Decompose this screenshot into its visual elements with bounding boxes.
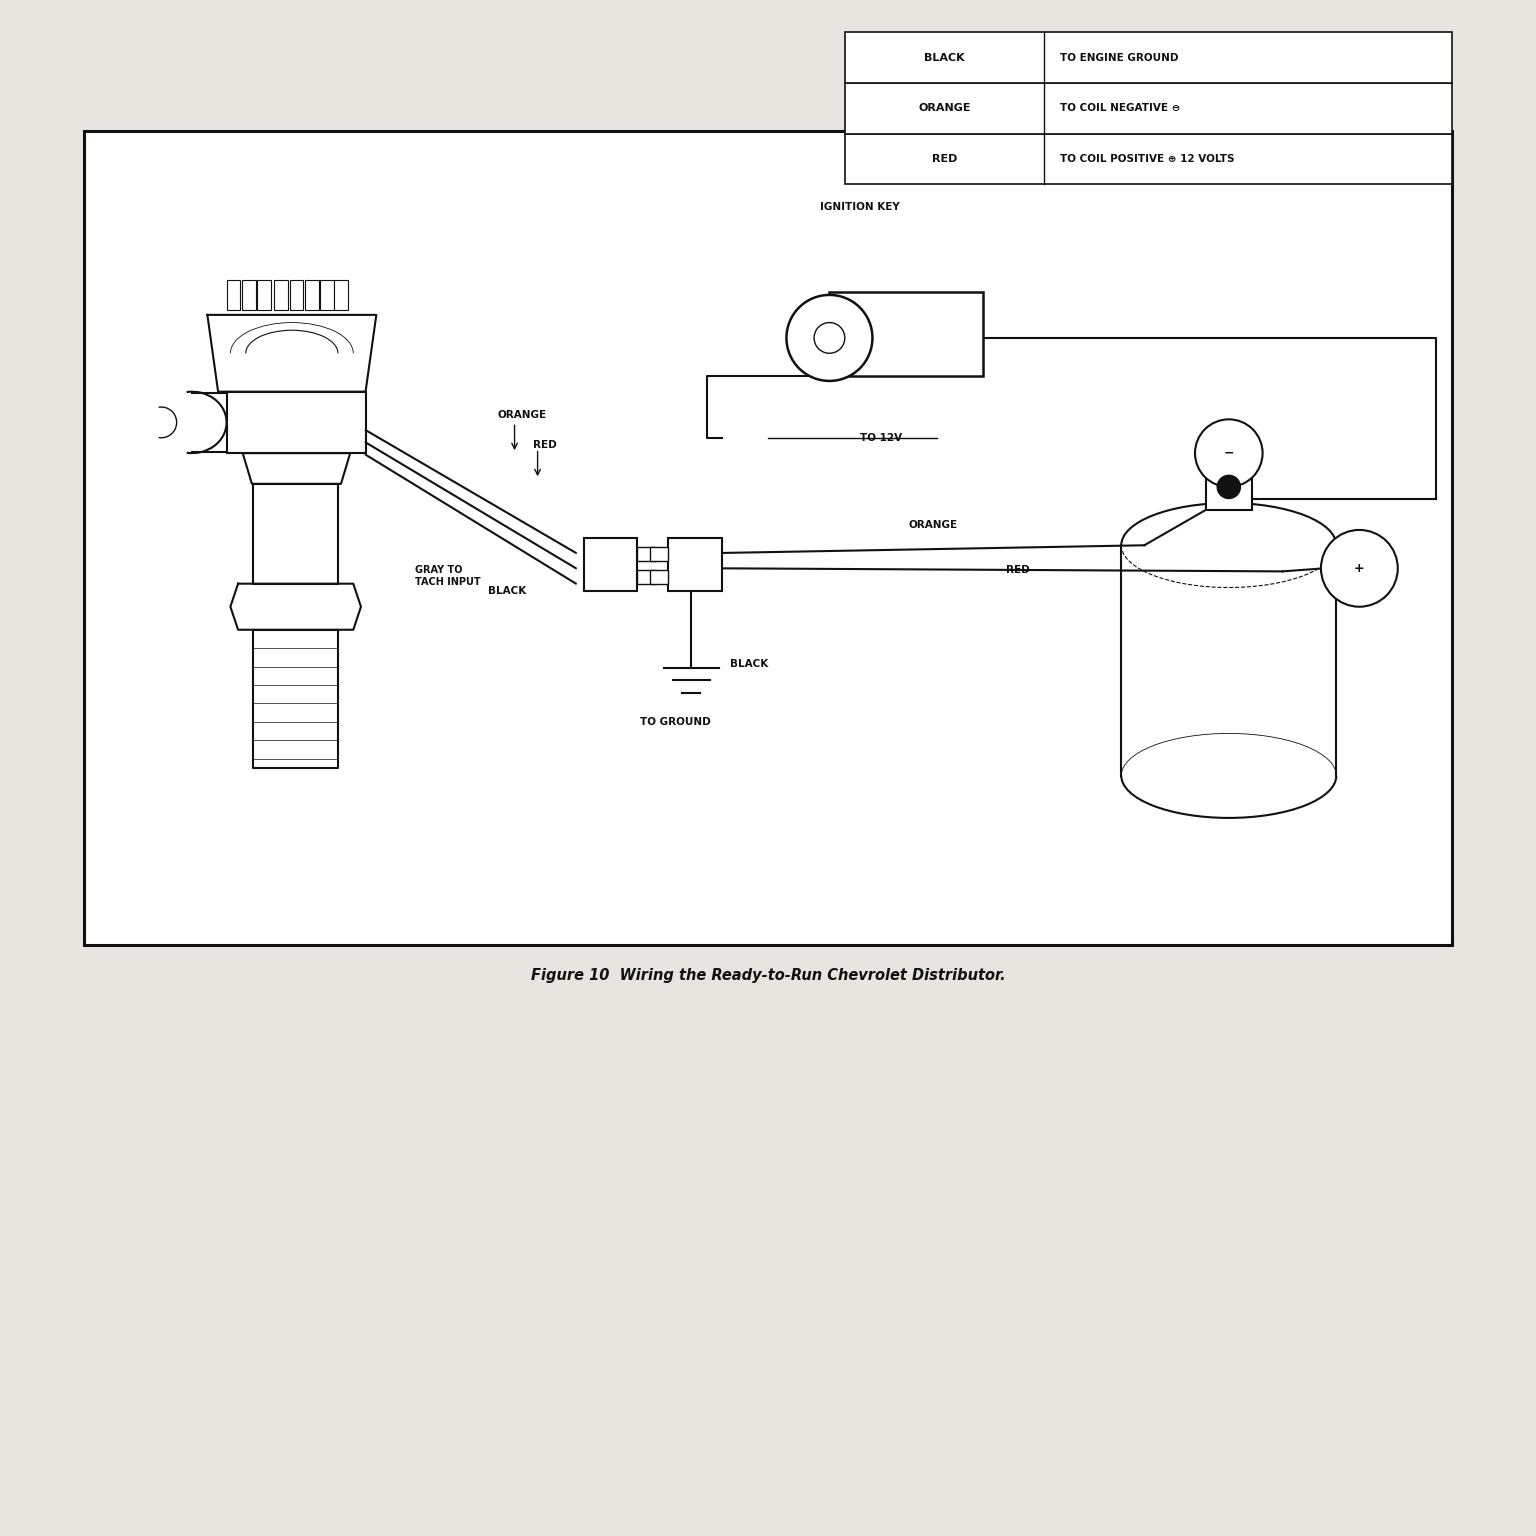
Text: RED: RED: [932, 154, 957, 164]
Text: RED: RED: [533, 441, 558, 450]
Text: +: +: [1355, 562, 1364, 574]
Text: BLACK: BLACK: [730, 659, 768, 668]
Polygon shape: [227, 392, 366, 453]
Text: TO GROUND: TO GROUND: [641, 717, 711, 727]
Bar: [1206, 464, 1252, 510]
Bar: [84, 131, 1452, 945]
Text: GRAY TO
TACH INPUT: GRAY TO TACH INPUT: [415, 565, 481, 587]
Bar: [845, 134, 1452, 184]
Circle shape: [814, 323, 845, 353]
Bar: [637, 547, 656, 561]
Bar: [321, 280, 333, 310]
Bar: [829, 292, 983, 376]
Bar: [333, 280, 347, 310]
Circle shape: [786, 295, 872, 381]
Text: TO COIL POSITIVE ⊕ 12 VOLTS: TO COIL POSITIVE ⊕ 12 VOLTS: [1060, 154, 1235, 164]
Circle shape: [1321, 530, 1398, 607]
Text: ORANGE: ORANGE: [498, 410, 547, 419]
Text: BLACK: BLACK: [925, 52, 965, 63]
Circle shape: [1217, 475, 1241, 499]
Bar: [257, 280, 270, 310]
Circle shape: [1195, 419, 1263, 487]
Text: −: −: [1224, 447, 1233, 459]
Text: ORANGE: ORANGE: [909, 519, 957, 530]
Bar: [227, 280, 240, 310]
Text: BLACK: BLACK: [488, 587, 525, 596]
Bar: [650, 570, 668, 584]
Bar: [241, 280, 255, 310]
Bar: [584, 538, 637, 591]
Polygon shape: [243, 453, 350, 484]
Bar: [668, 538, 722, 591]
Bar: [161, 412, 192, 433]
Polygon shape: [253, 484, 338, 584]
Polygon shape: [207, 315, 376, 392]
Bar: [845, 83, 1452, 134]
Polygon shape: [253, 630, 338, 768]
Bar: [304, 280, 318, 310]
Text: IGNITION KEY: IGNITION KEY: [820, 203, 900, 212]
Text: Figure 10  Wiring the Ready-to-Run Chevrolet Distributor.: Figure 10 Wiring the Ready-to-Run Chevro…: [530, 968, 1006, 983]
Text: TO COIL NEGATIVE ⊖: TO COIL NEGATIVE ⊖: [1060, 103, 1180, 114]
Polygon shape: [230, 584, 361, 630]
Bar: [273, 280, 287, 310]
Bar: [845, 32, 1452, 83]
Text: ORANGE: ORANGE: [919, 103, 971, 114]
Bar: [637, 570, 656, 584]
Text: TO 12V: TO 12V: [860, 433, 902, 442]
Text: TO ENGINE GROUND: TO ENGINE GROUND: [1060, 52, 1178, 63]
Text: RED: RED: [1006, 565, 1029, 576]
Bar: [650, 547, 668, 561]
Bar: [289, 280, 303, 310]
